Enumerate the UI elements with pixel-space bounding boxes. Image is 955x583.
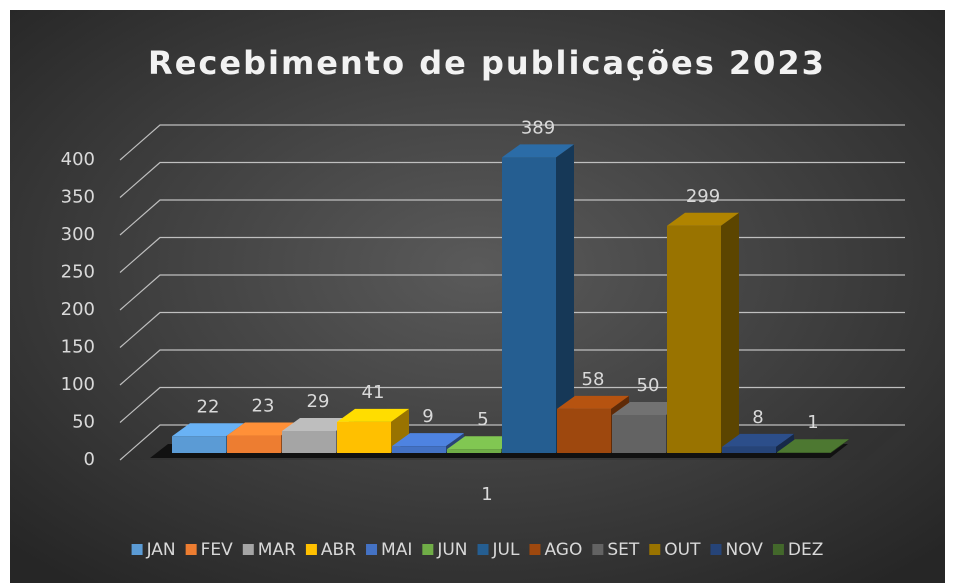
legend-label: SET	[607, 540, 640, 560]
y-tick-label: 0	[84, 449, 95, 470]
bar-top	[337, 408, 409, 422]
legend-label: NOV	[725, 540, 763, 560]
bar-top	[667, 212, 739, 226]
grid-line	[119, 349, 905, 386]
y-tick-label: 400	[61, 149, 95, 170]
data-label: 299	[686, 186, 720, 207]
grid-line	[119, 274, 905, 311]
bar	[612, 415, 666, 453]
grid-line	[119, 199, 905, 236]
data-label: 1	[807, 412, 818, 433]
data-label: 23	[252, 396, 275, 417]
legend-swatch	[592, 544, 604, 555]
legend-swatch	[422, 544, 434, 555]
data-label: 5	[477, 409, 488, 430]
bar-top	[227, 422, 299, 436]
y-tick-label: 200	[61, 299, 95, 320]
data-label: 22	[197, 396, 220, 417]
legend-label: DEZ	[788, 540, 823, 560]
legend-swatch	[366, 544, 378, 555]
legend-swatch	[185, 544, 197, 555]
bar	[392, 446, 446, 453]
bar	[777, 452, 831, 453]
data-label: 389	[521, 117, 555, 138]
bar-top	[172, 423, 244, 437]
bar-top	[282, 417, 354, 431]
bar-top	[502, 144, 574, 158]
bar	[557, 408, 611, 453]
bar	[722, 446, 776, 453]
bar-top	[557, 395, 629, 409]
bar-top	[612, 402, 684, 415]
legend-label: FEV	[201, 540, 234, 560]
legend-label: AGO	[544, 540, 582, 560]
legend-swatch	[710, 544, 722, 555]
grid-line	[119, 386, 905, 423]
bar	[447, 449, 501, 453]
legend-label: JUL	[492, 540, 520, 560]
data-label: 58	[582, 369, 605, 390]
legend-swatch	[242, 544, 254, 555]
bar	[337, 421, 391, 453]
legend-label: MAR	[258, 540, 296, 560]
bar-top	[722, 433, 794, 447]
data-label: 9	[422, 406, 433, 427]
data-label: 8	[752, 407, 763, 428]
bar	[667, 225, 721, 453]
bar	[227, 435, 281, 453]
bar-top	[392, 433, 464, 447]
data-label: 50	[637, 375, 660, 396]
bar	[172, 436, 226, 453]
legend-swatch	[529, 544, 541, 555]
legend-swatch	[649, 544, 661, 555]
bar-side	[831, 439, 849, 453]
legend-label: MAI	[381, 540, 412, 560]
legend-swatch	[477, 544, 489, 555]
legend-swatch	[131, 544, 143, 555]
grid-line	[119, 236, 905, 273]
y-tick-label: 150	[61, 337, 95, 358]
bar	[282, 430, 336, 453]
chart-background	[10, 10, 945, 583]
chart-title: Recebimento de publicações 2023	[148, 44, 826, 82]
bar-side	[721, 212, 739, 453]
legend-swatch	[772, 544, 784, 555]
legend-label: ABR	[321, 540, 356, 560]
grid-line	[119, 161, 905, 198]
legend-label: JUN	[436, 540, 467, 560]
y-tick-label: 350	[61, 187, 95, 208]
y-tick-label: 250	[61, 262, 95, 283]
grid-line	[119, 124, 905, 161]
data-label: 29	[307, 391, 330, 412]
y-tick-label: 50	[72, 412, 95, 433]
grid-line	[119, 311, 905, 348]
bar-side	[556, 144, 574, 454]
y-tick-label: 300	[61, 224, 95, 245]
legend-label: OUT	[664, 540, 701, 560]
bar-top	[777, 439, 849, 453]
legend: JAN FEV MAR ABR MAI JUN JUL AGO SET OUT NOV DEZ	[131, 540, 823, 560]
data-label: 41	[362, 382, 385, 403]
bar	[502, 157, 556, 454]
bar-top	[447, 436, 519, 450]
bar-side	[776, 433, 794, 453]
legend-swatch	[305, 544, 317, 555]
x-tick-label: 1	[481, 484, 492, 505]
y-tick-label: 100	[61, 374, 95, 395]
legend-label: JAN	[146, 540, 176, 560]
